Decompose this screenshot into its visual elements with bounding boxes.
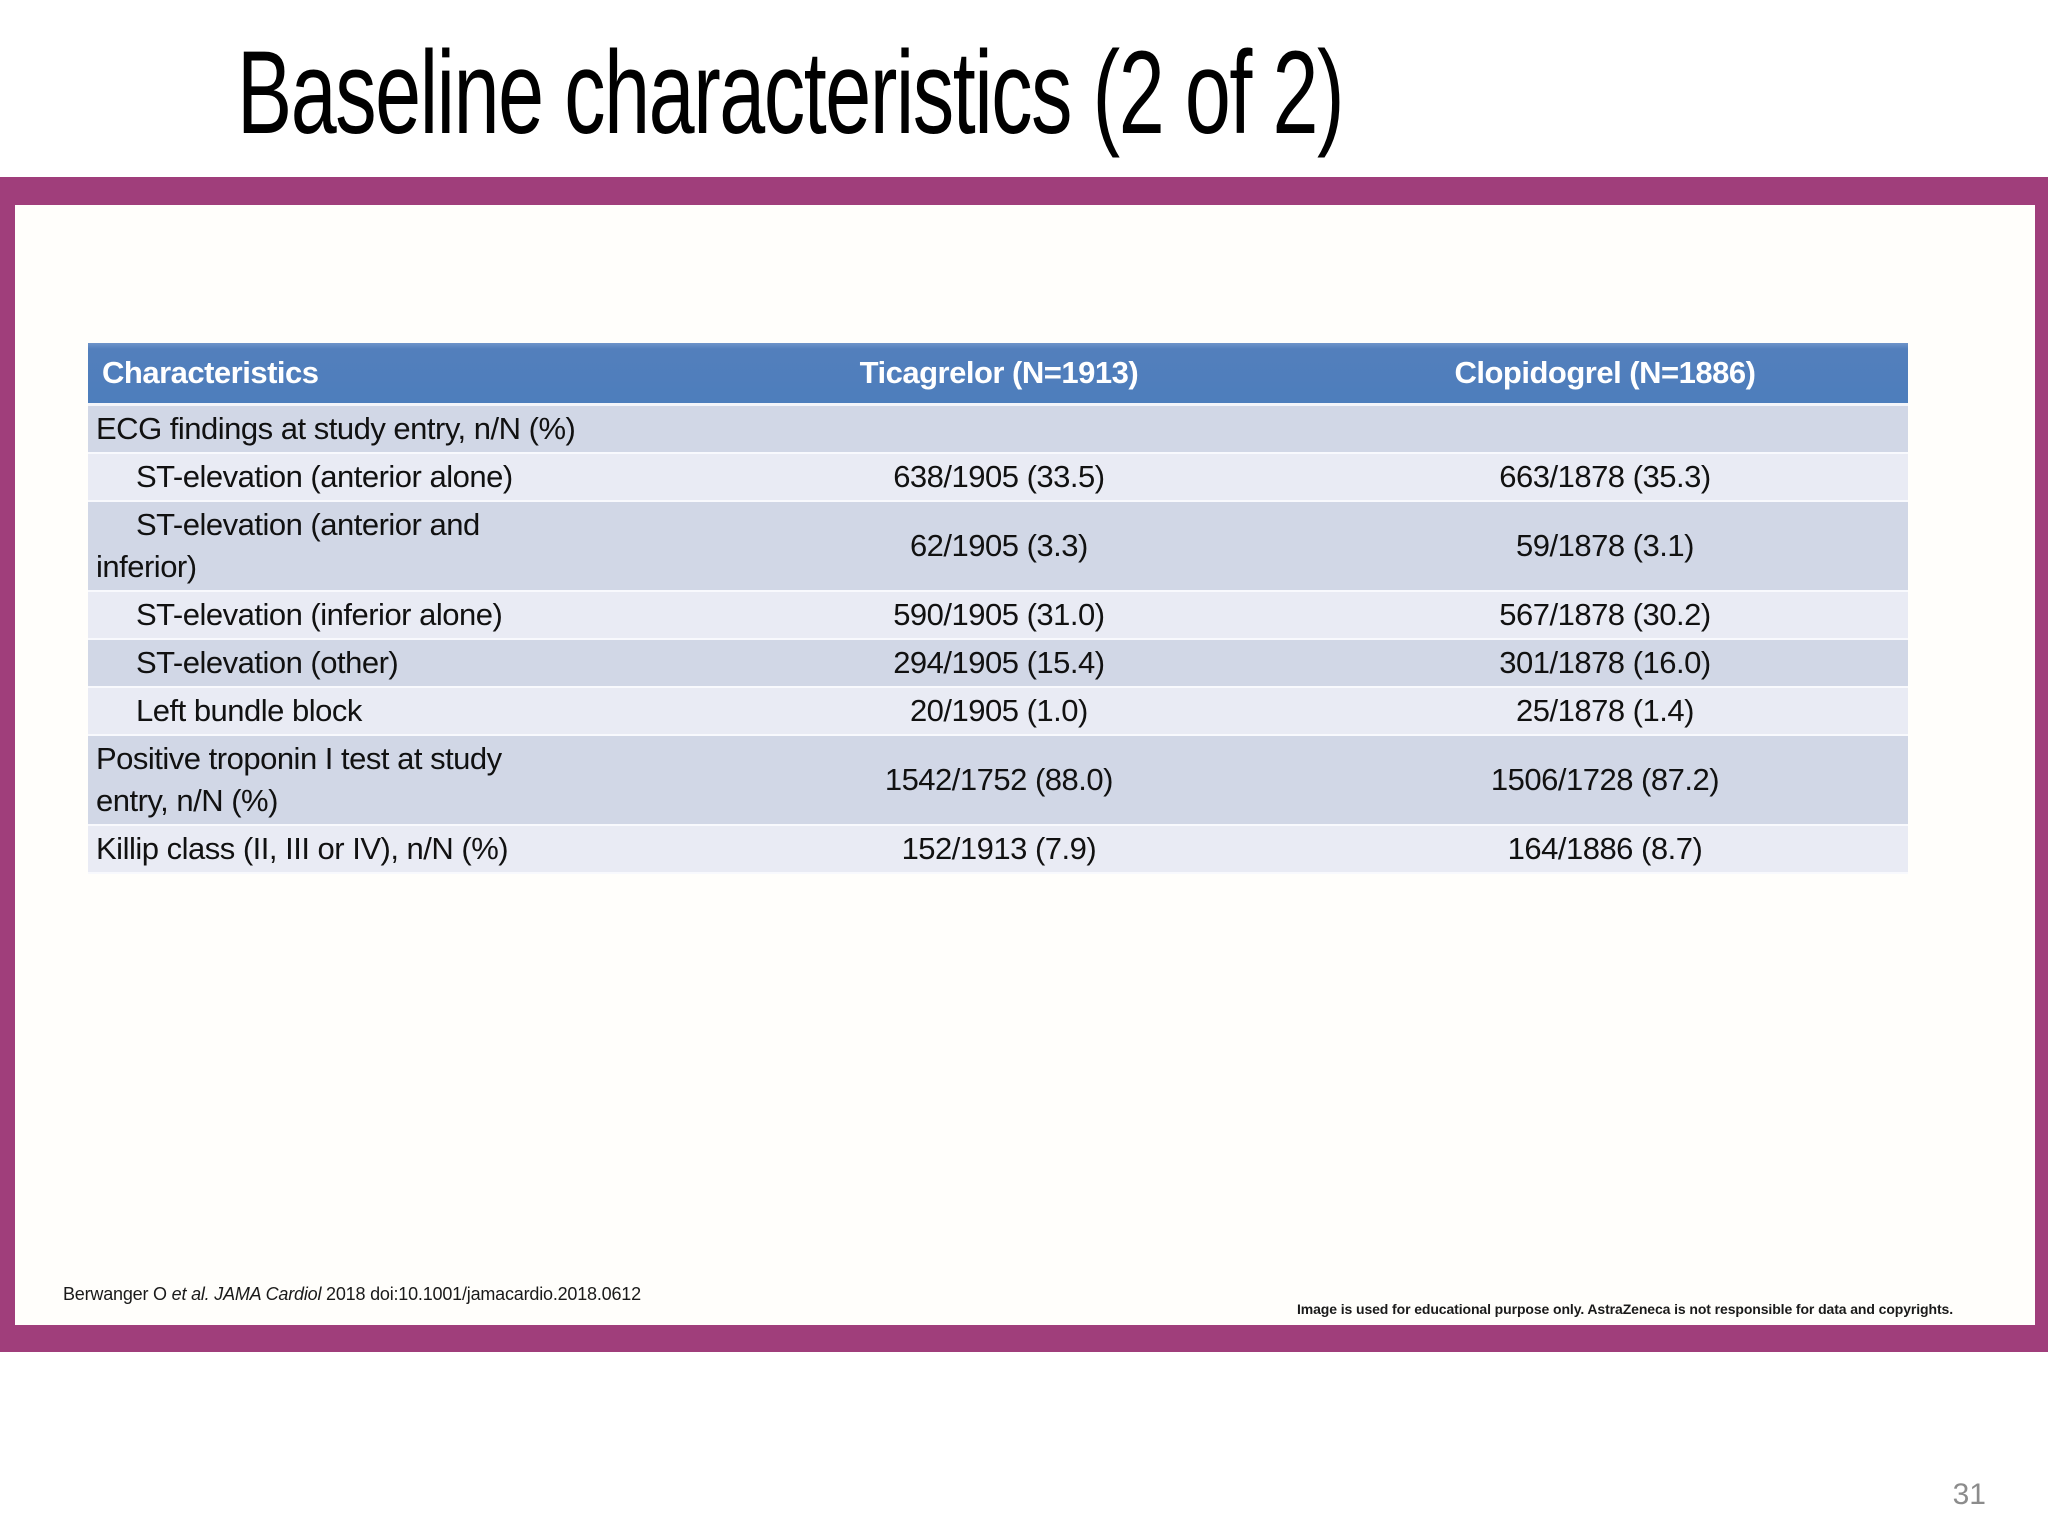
table-row-st-anterior-alone: ST-elevation (anterior alone) 638/1905 (…	[88, 453, 1908, 502]
slide-accent-frame: Characteristics Ticagrelor (N=1913) Clop…	[0, 177, 2048, 1352]
ticagrelor-value: 20/1905 (1.0)	[695, 687, 1302, 736]
table-row-st-anterior-inferior: ST-elevation (anterior and inferior) 62/…	[88, 501, 1908, 592]
ticagrelor-value	[695, 404, 1302, 454]
table-row-left-bundle-block: Left bundle block 20/1905 (1.0) 25/1878 …	[88, 687, 1908, 736]
row-label: Left bundle block	[88, 687, 696, 736]
clopidogrel-value: 663/1878 (35.3)	[1301, 453, 1908, 502]
clopidogrel-value: 25/1878 (1.4)	[1301, 687, 1908, 736]
row-label: ST-elevation (anterior alone)	[88, 453, 696, 502]
clopidogrel-value: 567/1878 (30.2)	[1301, 591, 1908, 640]
table-header-row: Characteristics Ticagrelor (N=1913) Clop…	[88, 343, 1908, 406]
table-row-positive-troponin: Positive troponin I test at study entry,…	[88, 735, 1908, 826]
table-row-st-inferior-alone: ST-elevation (inferior alone) 590/1905 (…	[88, 591, 1908, 640]
column-header-ticagrelor: Ticagrelor (N=1913)	[695, 343, 1302, 406]
ticagrelor-value: 1542/1752 (88.0)	[695, 735, 1302, 826]
ticagrelor-value: 590/1905 (31.0)	[695, 591, 1302, 640]
citation-journal: et al. JAMA Cardiol	[171, 1284, 327, 1304]
citation-author: Berwanger O	[63, 1284, 172, 1304]
ticagrelor-value: 152/1913 (7.9)	[695, 825, 1302, 874]
page-number: 31	[1952, 1478, 1986, 1511]
row-label: ECG findings at study entry, n/N (%)	[88, 404, 696, 454]
row-label: ST-elevation (other)	[88, 639, 696, 688]
ticagrelor-value: 294/1905 (15.4)	[695, 639, 1302, 688]
row-label: Positive troponin I test at study entry,…	[88, 735, 696, 826]
baseline-characteristics-table: Characteristics Ticagrelor (N=1913) Clop…	[88, 343, 1908, 874]
ticagrelor-value: 638/1905 (33.5)	[695, 453, 1302, 502]
citation-doi: 2018 doi:10.1001/jamacardio.2018.0612	[326, 1284, 641, 1304]
row-label: ST-elevation (anterior and inferior)	[88, 501, 696, 592]
table-row-ecg-findings: ECG findings at study entry, n/N (%)	[88, 404, 1908, 454]
clopidogrel-value: 301/1878 (16.0)	[1301, 639, 1908, 688]
ticagrelor-value: 62/1905 (3.3)	[695, 501, 1302, 592]
column-header-characteristics: Characteristics	[88, 343, 696, 406]
page-title: Baseline characteristics (2 of 2)	[237, 27, 1344, 159]
citation-text: Berwanger O et al. JAMA Cardiol 2018 doi…	[63, 1284, 641, 1305]
slide-title-area: Baseline characteristics (2 of 2)	[0, 18, 1552, 168]
column-header-clopidogrel: Clopidogrel (N=1886)	[1301, 343, 1908, 406]
table-row-st-other: ST-elevation (other) 294/1905 (15.4) 301…	[88, 639, 1908, 688]
slide-content-area: Characteristics Ticagrelor (N=1913) Clop…	[15, 205, 2035, 1325]
clopidogrel-value: 59/1878 (3.1)	[1301, 501, 1908, 592]
row-label: ST-elevation (inferior alone)	[88, 591, 696, 640]
disclaimer-text: Image is used for educational purpose on…	[1296, 1301, 1953, 1317]
clopidogrel-value: 1506/1728 (87.2)	[1301, 735, 1908, 826]
row-label: Killip class (II, III or IV), n/N (%)	[88, 825, 696, 874]
table-row-killip-class: Killip class (II, III or IV), n/N (%) 15…	[88, 825, 1908, 874]
clopidogrel-value: 164/1886 (8.7)	[1301, 825, 1908, 874]
clopidogrel-value	[1301, 404, 1908, 454]
